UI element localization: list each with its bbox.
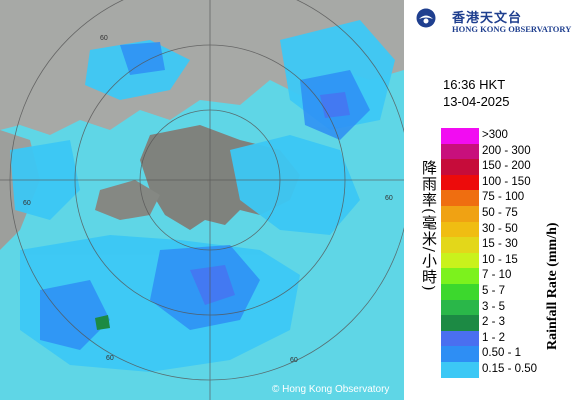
range-label-2: 60 <box>385 195 393 202</box>
range-label-5: 60 <box>106 355 114 362</box>
legend-label: 100 - 150 <box>482 175 531 188</box>
legend-label: 15 - 30 <box>482 238 518 251</box>
legend-swatch <box>441 361 479 378</box>
org-name-english: HONG KONG OBSERVATORY <box>452 24 572 34</box>
legend-swatch <box>441 143 479 160</box>
legend-swatch <box>441 299 479 316</box>
legend-label: 75 - 100 <box>482 191 525 204</box>
legend-swatch <box>441 268 479 284</box>
legend-label: 1 - 2 <box>482 331 506 344</box>
legend-swatch <box>441 205 479 222</box>
info-panel: 香港天文台 HONG KONG OBSERVATORY 16:36 HKT 13… <box>404 0 577 400</box>
legend-swatch <box>441 237 479 253</box>
legend-label: 10 - 15 <box>482 253 518 266</box>
legend-label: 0.50 - 1 <box>482 347 521 360</box>
org-name-chinese: 香港天文台 <box>452 11 523 26</box>
legend-swatch <box>441 190 479 206</box>
range-label-4: 60 <box>290 357 298 364</box>
legend-label: 5 - 7 <box>482 284 506 297</box>
legend-swatch <box>441 315 479 331</box>
rain-echo-green <box>95 315 110 330</box>
rain-echo-8 <box>40 280 110 350</box>
legend-swatch <box>441 174 479 191</box>
legend-title-english: Rainfall Rate (mm/h) <box>545 222 560 350</box>
legend-swatch <box>441 330 479 347</box>
range-label-1: 60 <box>100 35 108 42</box>
observation-time: 16:36 HKT <box>443 77 506 92</box>
legend-label: 2 - 3 <box>482 316 506 329</box>
legend-swatch <box>441 283 479 300</box>
legend-labels: >300 200 - 300 150 - 200 100 - 150 75 - 100 5… <box>482 128 537 378</box>
rain-echo-9 <box>120 42 165 75</box>
legend-swatch <box>441 221 479 238</box>
legend-label: 50 - 75 <box>482 206 518 219</box>
legend-title-chinese: 降雨率(毫米/小時) <box>420 160 438 292</box>
legend-swatches <box>441 128 479 378</box>
range-label-3: 60 <box>23 200 31 207</box>
legend-swatch <box>441 128 479 144</box>
legend-label: 7 - 10 <box>482 269 512 282</box>
radar-map[interactable]: 60 60 60 60 60 © Hong Kong Observatory <box>0 0 404 400</box>
rain-echo-11 <box>320 92 350 118</box>
legend-swatch <box>441 159 479 175</box>
legend-label: 30 - 50 <box>482 222 518 235</box>
legend-label: 3 - 5 <box>482 300 506 313</box>
legend-label: 150 - 200 <box>482 160 531 173</box>
rain-echo-5 <box>230 135 360 235</box>
legend-swatch <box>441 346 479 362</box>
radar-map-graphic: 60 60 60 60 60 <box>0 0 404 400</box>
observatory-logo-icon <box>416 8 436 28</box>
legend-label: 0.15 - 0.50 <box>482 362 537 375</box>
land-lantau <box>95 180 160 220</box>
legend-swatch <box>441 252 479 269</box>
land-mainland <box>0 0 404 135</box>
copyright-text: © Hong Kong Observatory <box>272 384 390 395</box>
legend-label: >300 <box>482 129 508 141</box>
observation-date: 13-04-2025 <box>443 94 510 109</box>
legend-label: 200 - 300 <box>482 144 531 157</box>
rain-echo-10 <box>190 265 235 305</box>
